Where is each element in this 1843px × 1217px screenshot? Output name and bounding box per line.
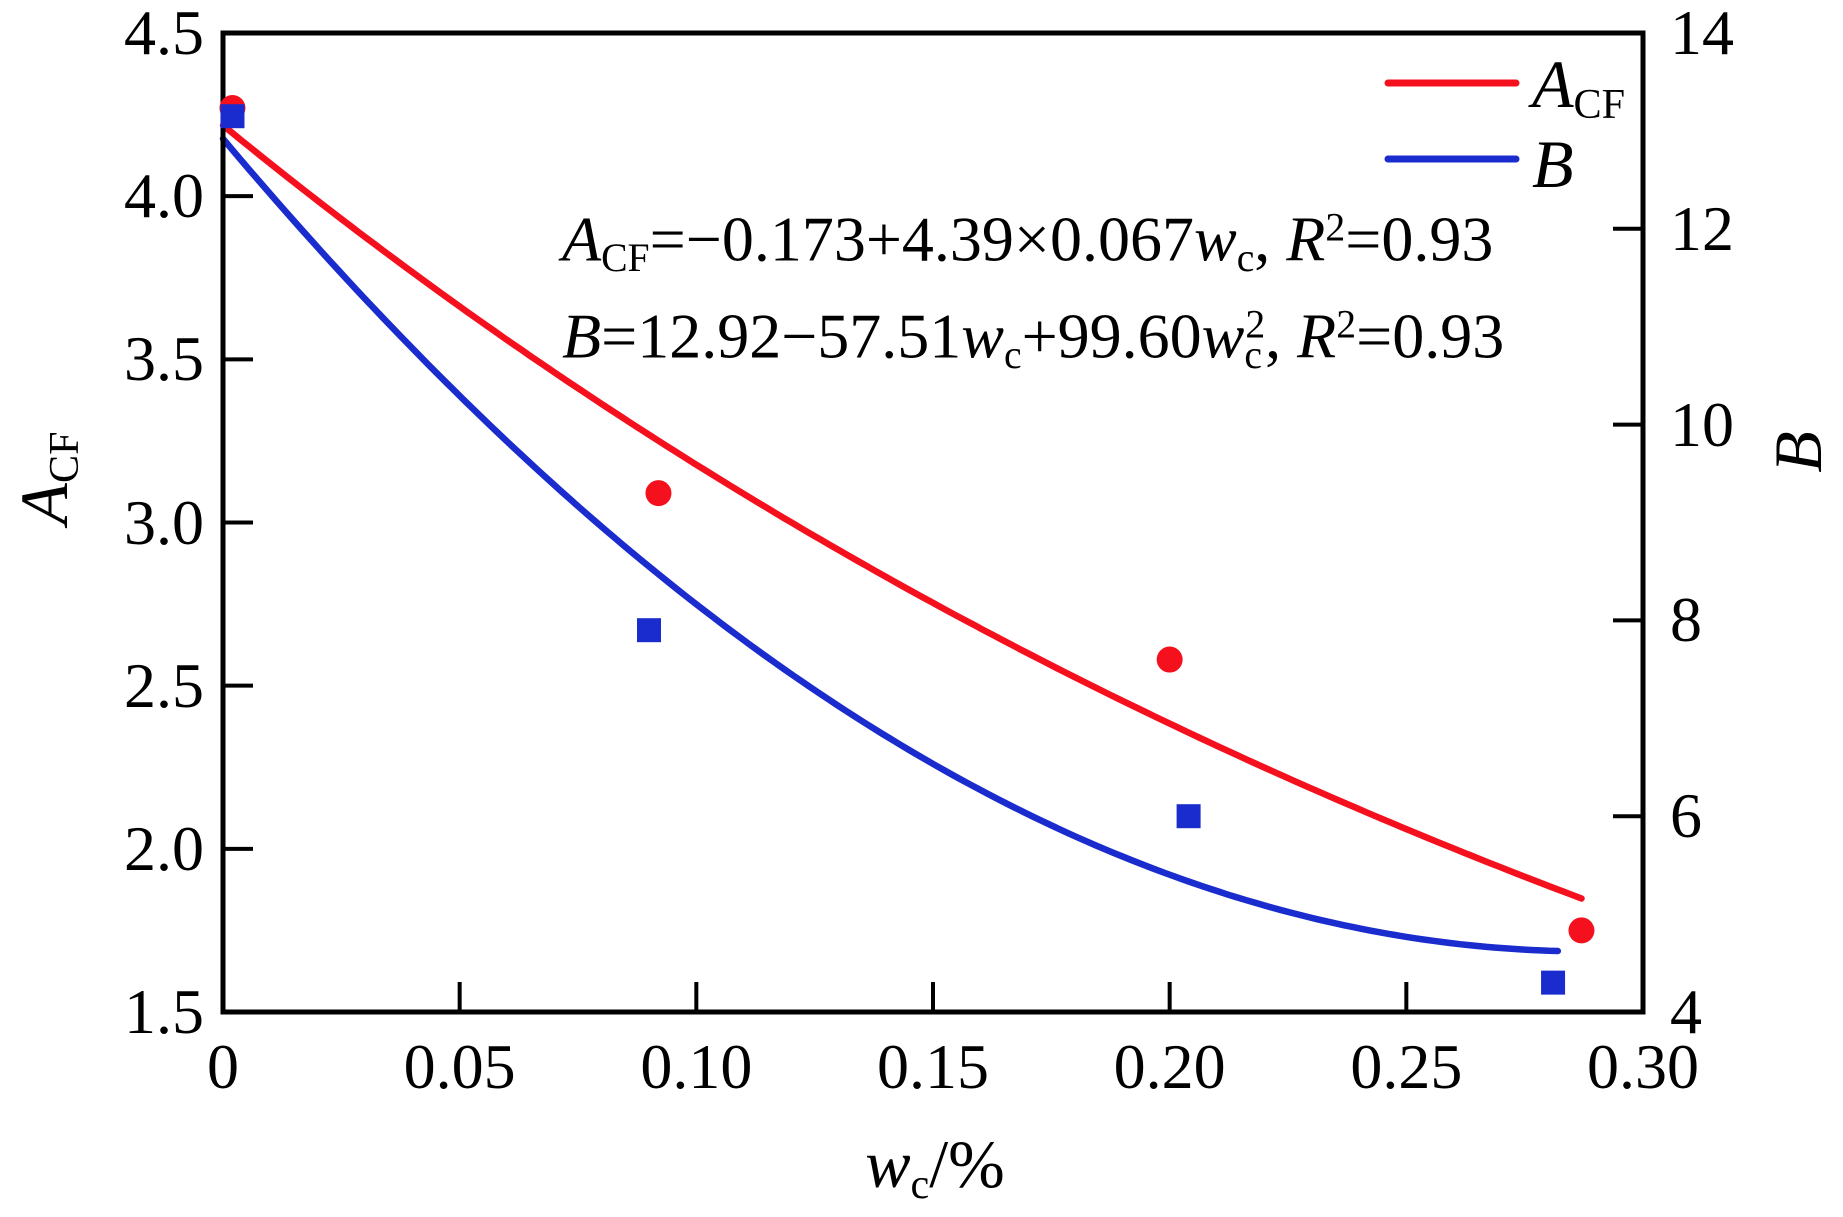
x-tick-label: 0.30 (1587, 1031, 1699, 1102)
y-left-tick-label: 4.0 (124, 160, 204, 232)
equation-b: B=12.92−57.51wc+99.60wc2, R2=0.93 (562, 300, 1505, 377)
x-tick-label: 0.25 (1350, 1031, 1463, 1102)
y-right-tick-label: 10 (1670, 388, 1734, 460)
y-right-tick-label: 6 (1670, 780, 1702, 852)
y-right-tick-label: 4 (1670, 976, 1702, 1047)
y-left-tick-label: 3.0 (124, 486, 204, 558)
y-left-tick-label: 2.0 (124, 812, 204, 884)
b-fit-curve (219, 135, 1562, 955)
acf-data-point (1156, 646, 1183, 673)
acf-data-point (645, 480, 672, 507)
axes-frame (220, 30, 1646, 1015)
b-data-point (637, 618, 661, 643)
y-left-tick-label: 3.5 (124, 323, 204, 395)
acf-data-point (1568, 917, 1595, 944)
y-right-tick-label: 12 (1670, 192, 1734, 264)
x-tick-label: 0 (207, 1031, 239, 1102)
y-right-tick-label: 14 (1670, 0, 1734, 68)
y-right-tick-label: 8 (1670, 584, 1702, 656)
y-left-axis-title: ACF (5, 431, 88, 525)
y-right-axis-title: B (1760, 431, 1836, 473)
equation-acf: ACF=−0.173+4.39×0.067wc, R2=0.93 (562, 203, 1494, 280)
legend-label-b: B (1532, 126, 1574, 202)
x-tick-label: 0.15 (877, 1031, 989, 1102)
fit-curves (219, 122, 1585, 955)
x-tick-label: 0.10 (640, 1031, 753, 1102)
b-data-point (1541, 970, 1566, 995)
y-left-tick-label: 2.5 (124, 649, 204, 721)
legend-lines (1384, 79, 1520, 163)
y-left-tick-label: 1.5 (124, 976, 204, 1047)
acf-fit-curve (219, 122, 1585, 902)
b-data-point (1176, 804, 1201, 829)
data-points (219, 95, 1595, 995)
x-tick-label: 0.20 (1113, 1031, 1226, 1102)
x-axis-title: wc/% (865, 1125, 1005, 1208)
y-left-tick-label: 4.5 (124, 0, 204, 68)
x-tick-label: 0.05 (403, 1031, 516, 1102)
b-data-point (220, 104, 245, 129)
legend-label-acf: ACF (1532, 45, 1626, 128)
